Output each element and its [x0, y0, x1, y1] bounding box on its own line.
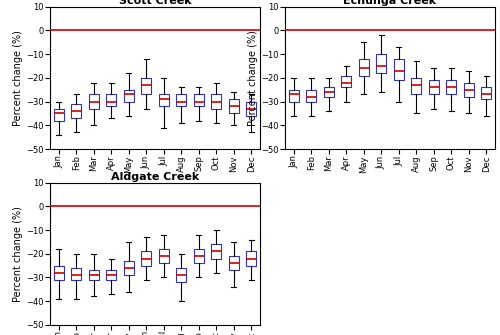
PathPatch shape: [106, 94, 116, 107]
PathPatch shape: [246, 251, 256, 266]
PathPatch shape: [289, 90, 298, 102]
PathPatch shape: [229, 256, 238, 270]
Y-axis label: Percent change (%): Percent change (%): [14, 206, 24, 302]
PathPatch shape: [212, 94, 221, 109]
PathPatch shape: [54, 266, 64, 280]
PathPatch shape: [159, 94, 168, 107]
PathPatch shape: [194, 249, 203, 263]
PathPatch shape: [124, 90, 134, 102]
PathPatch shape: [124, 261, 134, 275]
PathPatch shape: [324, 87, 334, 97]
PathPatch shape: [89, 270, 99, 280]
PathPatch shape: [54, 109, 64, 121]
PathPatch shape: [376, 54, 386, 73]
PathPatch shape: [72, 268, 81, 280]
PathPatch shape: [106, 270, 116, 280]
PathPatch shape: [142, 251, 151, 266]
PathPatch shape: [306, 90, 316, 102]
Y-axis label: Percent change (%): Percent change (%): [14, 30, 24, 126]
PathPatch shape: [464, 83, 473, 97]
Title: Aldgate Creek: Aldgate Creek: [111, 172, 199, 182]
PathPatch shape: [176, 94, 186, 107]
PathPatch shape: [412, 78, 421, 94]
PathPatch shape: [89, 94, 99, 109]
PathPatch shape: [342, 75, 351, 87]
PathPatch shape: [394, 59, 404, 80]
PathPatch shape: [142, 78, 151, 94]
PathPatch shape: [246, 102, 256, 116]
PathPatch shape: [229, 99, 238, 114]
Title: Echunga Creek: Echunga Creek: [344, 0, 436, 6]
PathPatch shape: [359, 59, 368, 75]
PathPatch shape: [212, 244, 221, 259]
PathPatch shape: [446, 80, 456, 94]
PathPatch shape: [429, 80, 438, 94]
Y-axis label: Percent change (%): Percent change (%): [248, 30, 258, 126]
PathPatch shape: [194, 94, 203, 107]
PathPatch shape: [72, 104, 81, 118]
PathPatch shape: [159, 249, 168, 263]
PathPatch shape: [482, 87, 491, 99]
Title: Scott Creek: Scott Creek: [118, 0, 192, 6]
PathPatch shape: [176, 268, 186, 282]
